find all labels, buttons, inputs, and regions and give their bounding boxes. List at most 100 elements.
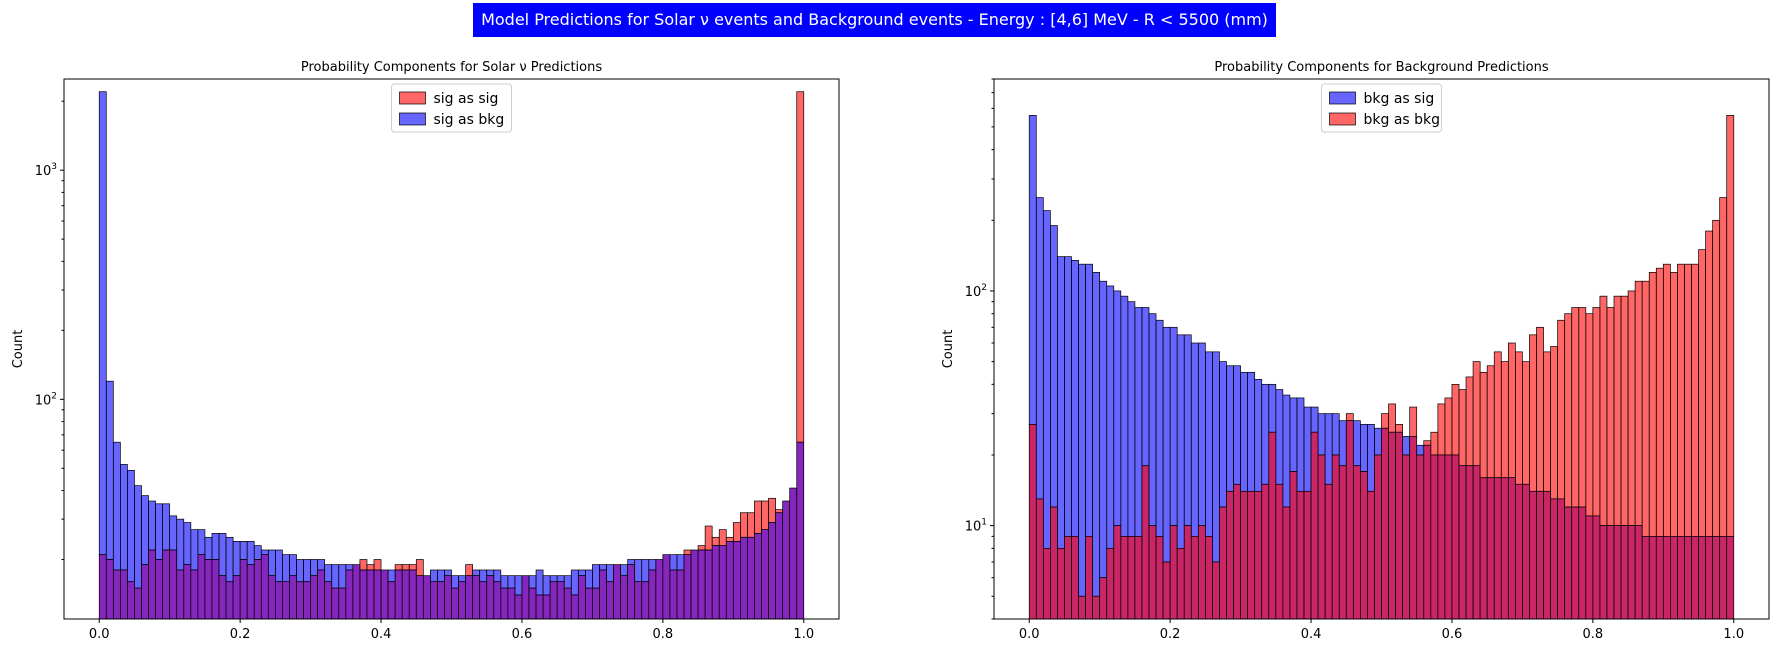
chart1-bar-sig-as-sig <box>725 536 734 542</box>
chart1-bar-sig-as-bkg <box>535 569 544 596</box>
chart1-bar-sig-as-bkg <box>641 559 650 583</box>
chart2-bar-overlap <box>1240 490 1248 620</box>
chart2-bar-bkg-as-bkg <box>1522 361 1530 485</box>
chart1-bar-sig-as-sig <box>394 564 403 571</box>
chart2-bar-overlap <box>1451 454 1460 620</box>
chart1-bar-sig-as-bkg <box>599 564 607 571</box>
chart1-bar-overlap <box>613 564 621 620</box>
chart1-bar-overlap <box>768 522 776 620</box>
chart2-bar-overlap <box>1261 483 1270 620</box>
chart1-legend-label: sig as bkg <box>434 112 505 128</box>
chart2-bar-bkg-as-sig <box>1282 394 1291 508</box>
chart2-bar-bkg-as-bkg <box>1430 431 1439 456</box>
chart1-bar-overlap <box>690 549 699 620</box>
chart1-bar-overlap <box>112 569 121 620</box>
chart1-bar-overlap <box>260 554 269 620</box>
chart1-bar-overlap <box>577 575 586 620</box>
chart1-bar-overlap <box>444 575 452 620</box>
chart1-bar-overlap <box>296 581 304 620</box>
chart2-bar-overlap <box>1205 536 1213 620</box>
chart1-bar-sig-as-bkg <box>267 549 276 577</box>
chart2-bar-overlap <box>1500 477 1509 620</box>
chart1-bar-overlap <box>740 536 748 620</box>
chart2-bar-overlap <box>1028 424 1037 620</box>
chart2-legend-swatch <box>1329 91 1356 105</box>
chart1-bar-sig-as-bkg <box>246 541 255 565</box>
chart2-bar-bkg-as-sig <box>1162 326 1171 563</box>
chart1-bar-overlap <box>239 559 248 620</box>
chart1-bar-sig-as-sig <box>754 500 762 534</box>
chart2-bar-bkg-as-bkg <box>1543 351 1551 492</box>
chart1-bar-overlap <box>655 559 664 620</box>
chart1-bar-sig-as-sig <box>359 559 368 571</box>
chart2-bar-bkg-as-sig <box>1120 295 1129 537</box>
chart1-bar-overlap <box>542 594 551 620</box>
chart2-bar-bkg-as-bkg <box>1719 197 1728 537</box>
chart2-ylabel: Count <box>941 330 956 369</box>
chart1-bar-sig-as-bkg <box>507 575 516 589</box>
chart1-bar-sig-as-bkg <box>190 529 199 571</box>
chart2-bar-bkg-as-sig <box>1240 371 1248 492</box>
chart2-bar-bkg-as-bkg <box>1726 115 1735 537</box>
chart2-bar-bkg-as-sig <box>1303 406 1312 492</box>
chart1-legend-label: sig as sig <box>434 91 499 107</box>
chart1-bar-overlap <box>493 581 502 620</box>
chart2-bar-bkg-as-sig <box>1064 256 1072 537</box>
chart2-bar-bkg-as-sig <box>1042 210 1051 549</box>
chart2-bar-overlap <box>1557 498 1566 620</box>
chart2-bar-bkg-as-bkg <box>1458 389 1467 467</box>
chart2-bar-overlap <box>1296 490 1305 620</box>
chart2-xtick-label: 0.8 <box>1583 627 1604 642</box>
chart2-bar-bkg-as-bkg <box>1564 313 1573 508</box>
chart1-bar-overlap <box>620 575 628 620</box>
chart2-bar-overlap <box>1606 525 1615 620</box>
chart1-bar-overlap <box>317 569 326 620</box>
chart1-xtick-label: 0.6 <box>512 627 533 642</box>
chart2-bar-overlap <box>1148 525 1157 620</box>
chart2-bar-bkg-as-bkg <box>1500 361 1509 479</box>
chart1-bar-overlap <box>563 587 572 620</box>
chart2-bar-overlap <box>1648 536 1657 620</box>
chart2-bar-overlap <box>1303 490 1312 620</box>
chart1-legend-swatch <box>399 112 426 126</box>
chart2-legend-label: bkg as sig <box>1364 91 1435 107</box>
chart2-bar-overlap <box>1529 490 1537 620</box>
chart1-bar-sig-as-bkg <box>606 564 614 583</box>
chart1-bar-overlap <box>310 575 318 620</box>
chart2-bar-overlap <box>1042 548 1051 620</box>
chart2-bar-overlap <box>1416 454 1425 620</box>
chart1-legend-swatch <box>399 91 426 105</box>
chart2-bar-overlap <box>1282 506 1291 620</box>
chart2-bar-overlap <box>1493 477 1502 620</box>
chart2-bar-overlap <box>1684 536 1692 620</box>
chart1-bar-sig-as-bkg <box>155 503 163 560</box>
chart2-bar-overlap <box>1705 536 1713 620</box>
chart1-bar-overlap <box>105 559 114 620</box>
chart1-bar-sig-as-sig <box>697 545 706 551</box>
chart2-bar-bkg-as-sig <box>1254 378 1263 492</box>
chart1-bar-overlap <box>711 545 720 620</box>
chart2-bar-bkg-as-bkg <box>1578 307 1587 508</box>
chart2-bar-overlap <box>1317 454 1326 620</box>
chart1-bar-overlap <box>183 564 192 620</box>
chart2-bar-overlap <box>1486 477 1495 620</box>
chart2-bar-overlap <box>1458 465 1467 620</box>
chart1-bar-sig-as-bkg <box>620 564 628 577</box>
chart1-bar-overlap <box>331 587 340 620</box>
chart1-bar-overlap <box>148 549 156 620</box>
chart1-bar-overlap <box>246 564 255 620</box>
chart2-bar-overlap <box>1050 506 1058 620</box>
chart2-bar-bkg-as-bkg <box>1465 376 1474 467</box>
chart1-bar-overlap <box>796 441 805 620</box>
chart1-bar-overlap <box>676 569 685 620</box>
chart2-bar-overlap <box>1522 483 1530 620</box>
chart2-bar-bkg-as-sig <box>1183 334 1192 526</box>
chart1-bar-overlap <box>345 569 354 620</box>
chart1-bar-overlap <box>197 554 206 620</box>
chart1-bar-sig-as-bkg <box>324 564 333 583</box>
chart2-bar-bkg-as-sig <box>1219 361 1227 508</box>
chart1-bar-sig-as-sig <box>732 522 741 542</box>
chart1-bar-sig-as-bkg <box>444 569 452 577</box>
chart1-bar-sig-as-bkg <box>585 569 593 589</box>
chart2-bar-overlap <box>1057 548 1065 620</box>
